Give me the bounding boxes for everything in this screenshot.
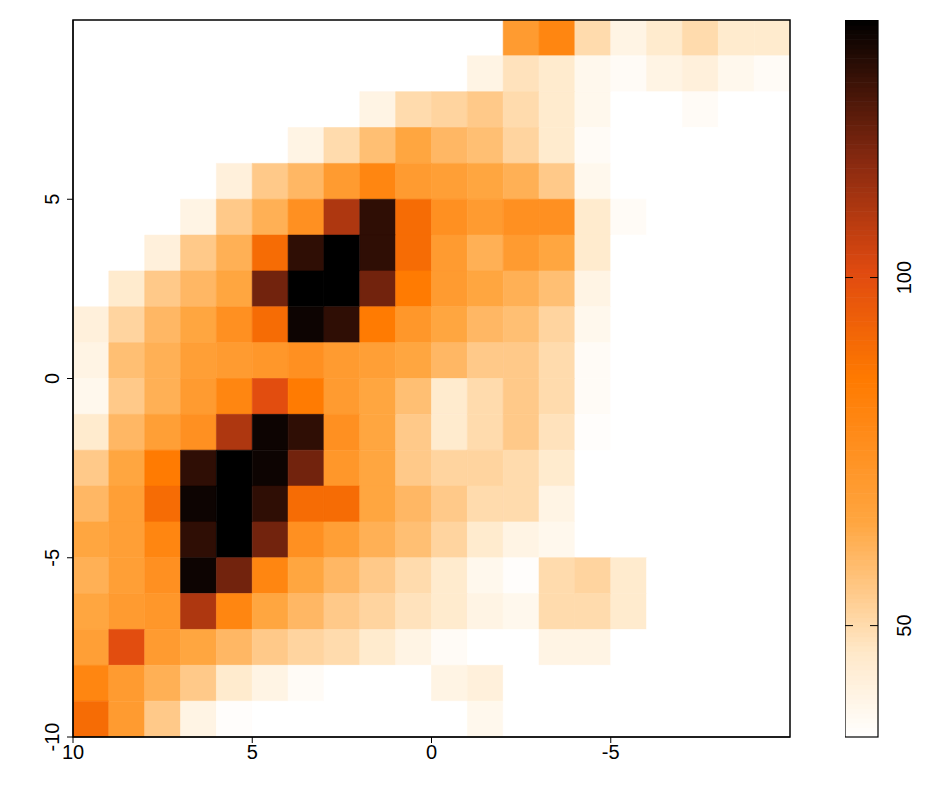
- svg-text:5: 5: [247, 741, 258, 763]
- svg-text:100: 100: [893, 261, 915, 294]
- svg-text:50: 50: [893, 614, 915, 636]
- svg-text:0: 0: [426, 741, 437, 763]
- svg-text:-5: -5: [602, 741, 620, 763]
- svg-text:0: 0: [41, 373, 63, 384]
- svg-text:-5: -5: [41, 549, 63, 567]
- svg-text:-10: -10: [41, 723, 63, 752]
- svg-text:10: 10: [62, 741, 84, 763]
- svg-text:5: 5: [41, 194, 63, 205]
